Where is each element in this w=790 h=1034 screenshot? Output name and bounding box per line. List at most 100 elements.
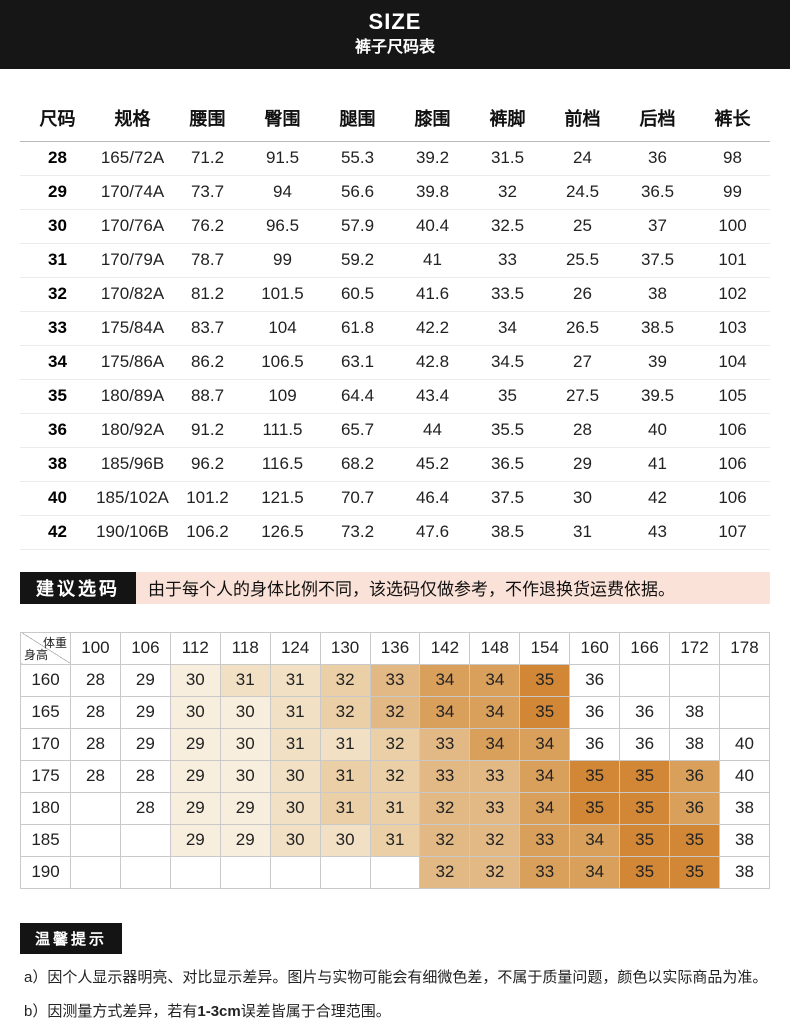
matrix-size-cell: [718, 695, 771, 729]
matrix-size-cell: [219, 855, 271, 889]
matrix-size-cell: 35: [619, 791, 671, 825]
height-header-cell: 175: [20, 759, 71, 793]
matrix-size-cell: 32: [419, 855, 471, 889]
matrix-size-cell: 34: [419, 695, 471, 729]
height-header-cell: 185: [20, 823, 71, 857]
size-value-cell: 101.2: [170, 481, 245, 516]
weight-header-cell: 124: [269, 631, 321, 665]
size-value-cell: 37.5: [470, 481, 545, 516]
size-value-cell: 170/79A: [95, 243, 170, 278]
size-value-cell: 105: [695, 379, 770, 414]
matrix-size-cell: 35: [569, 759, 621, 793]
size-code-cell: 31: [20, 243, 95, 278]
size-value-cell: 34.5: [470, 345, 545, 380]
matrix-size-cell: 35: [519, 695, 571, 729]
matrix-size-cell: 29: [169, 823, 221, 857]
matrix-size-cell: 31: [369, 823, 421, 857]
size-value-cell: 26: [545, 277, 620, 312]
size-value-cell: 35: [470, 379, 545, 414]
size-value-cell: 36.5: [470, 447, 545, 482]
size-code-cell: 36: [20, 413, 95, 448]
matrix-size-cell: 34: [569, 855, 621, 889]
size-value-cell: 40.4: [395, 209, 470, 244]
size-value-cell: 175/86A: [95, 345, 170, 380]
size-value-cell: 34: [470, 311, 545, 346]
size-table-row: 36 180/92A 91.2 111.5 65.7 44 35.5 28 40 106: [20, 413, 770, 448]
size-value-cell: 106.2: [170, 515, 245, 550]
size-value-cell: 27.5: [545, 379, 620, 414]
weight-header-cell: 106: [119, 631, 171, 665]
matrix-size-cell: [619, 663, 671, 697]
size-value-cell: 36.5: [620, 175, 695, 210]
size-value-cell: 111.5: [245, 413, 320, 448]
size-value-cell: 61.8: [320, 311, 395, 346]
size-value-cell: 55.3: [320, 141, 395, 176]
matrix-size-cell: [70, 855, 121, 889]
size-value-cell: 107: [695, 515, 770, 550]
matrix-size-cell: 31: [369, 791, 421, 825]
note-b-text: 因测量方式差异，若有: [47, 1002, 198, 1020]
size-value-cell: 28: [545, 413, 620, 448]
matrix-row: 165 28 29 30 30 31 32 32 34 34 35 36 36 38: [20, 695, 771, 729]
size-value-cell: 31: [545, 515, 620, 550]
size-value-cell: 96.2: [170, 447, 245, 482]
matrix-size-cell: 30: [169, 663, 221, 697]
size-value-cell: 70.7: [320, 481, 395, 516]
matrix-row: 190 32 32 33 34 35 35 38: [20, 855, 771, 889]
matrix-size-cell: 35: [669, 823, 720, 857]
size-value-cell: 73.7: [170, 175, 245, 210]
suggestion-badge: 建议选码: [20, 571, 136, 604]
matrix-size-cell: 32: [369, 695, 421, 729]
weight-axis-label: 体重: [42, 635, 67, 650]
size-chart-banner: SIZE 裤子尺码表: [0, 0, 790, 69]
matrix-size-cell: 33: [419, 759, 471, 793]
size-value-cell: 91.2: [170, 413, 245, 448]
size-value-cell: 42.2: [395, 311, 470, 346]
matrix-size-cell: [718, 663, 771, 697]
size-column-header: 尺码: [20, 96, 95, 142]
matrix-size-cell: 28: [70, 695, 121, 729]
size-table-row: 29 170/74A 73.7 94 56.6 39.8 32 24.5 36.5 99: [20, 175, 770, 210]
size-value-cell: 116.5: [245, 447, 320, 482]
size-value-cell: 64.4: [320, 379, 395, 414]
size-code-cell: 40: [20, 481, 95, 516]
matrix-size-cell: 32: [469, 823, 521, 857]
weight-header-cell: 160: [569, 631, 621, 665]
matrix-size-cell: 30: [219, 759, 271, 793]
size-code-cell: 33: [20, 311, 95, 346]
size-column-header: 裤脚: [470, 96, 545, 142]
size-value-cell: 94: [245, 175, 320, 210]
matrix-size-cell: 34: [519, 759, 571, 793]
size-value-cell: 38: [620, 277, 695, 312]
size-value-cell: 38.5: [470, 515, 545, 550]
size-value-cell: 109: [245, 379, 320, 414]
matrix-size-cell: 32: [419, 791, 471, 825]
size-value-cell: 99: [245, 243, 320, 278]
size-value-cell: 24: [545, 141, 620, 176]
size-table-row: 40 185/102A 101.2 121.5 70.7 46.4 37.5 30 42 106: [20, 481, 770, 516]
matrix-size-cell: [119, 823, 171, 857]
size-value-cell: 81.2: [170, 277, 245, 312]
weight-header-cell: 178: [718, 631, 771, 665]
size-value-cell: 99: [695, 175, 770, 210]
matrix-header-row: 体重 身高 100 106 112 118 124 130 136 142 148 154 160 1…: [20, 631, 771, 665]
size-value-cell: 91.5: [245, 141, 320, 176]
matrix-size-cell: [319, 855, 371, 889]
size-value-cell: 39.5: [620, 379, 695, 414]
matrix-size-cell: 33: [369, 663, 421, 697]
matrix-size-cell: 34: [569, 823, 621, 857]
size-value-cell: 73.2: [320, 515, 395, 550]
matrix-size-cell: 30: [269, 791, 321, 825]
note-b-text-end: 误差皆属于合理范围。: [240, 1002, 391, 1020]
matrix-size-cell: 32: [369, 759, 421, 793]
size-value-cell: 42: [620, 481, 695, 516]
matrix-row: 170 28 29 29 30 31 31 32 33 34 34 36 36 38 40: [20, 727, 771, 761]
size-value-cell: 43: [620, 515, 695, 550]
matrix-size-cell: 36: [619, 727, 671, 761]
matrix-size-cell: 38: [718, 791, 771, 825]
size-table-row: 38 185/96B 96.2 116.5 68.2 45.2 36.5 29 41 106: [20, 447, 770, 482]
matrix-size-cell: 32: [469, 855, 521, 889]
matrix-row: 175 28 28 29 30 30 31 32 33 33 34 35 35 36 40: [20, 759, 771, 793]
size-table-row: 28 165/72A 71.2 91.5 55.3 39.2 31.5 24 36 98: [20, 141, 770, 176]
size-value-cell: 170/74A: [95, 175, 170, 210]
